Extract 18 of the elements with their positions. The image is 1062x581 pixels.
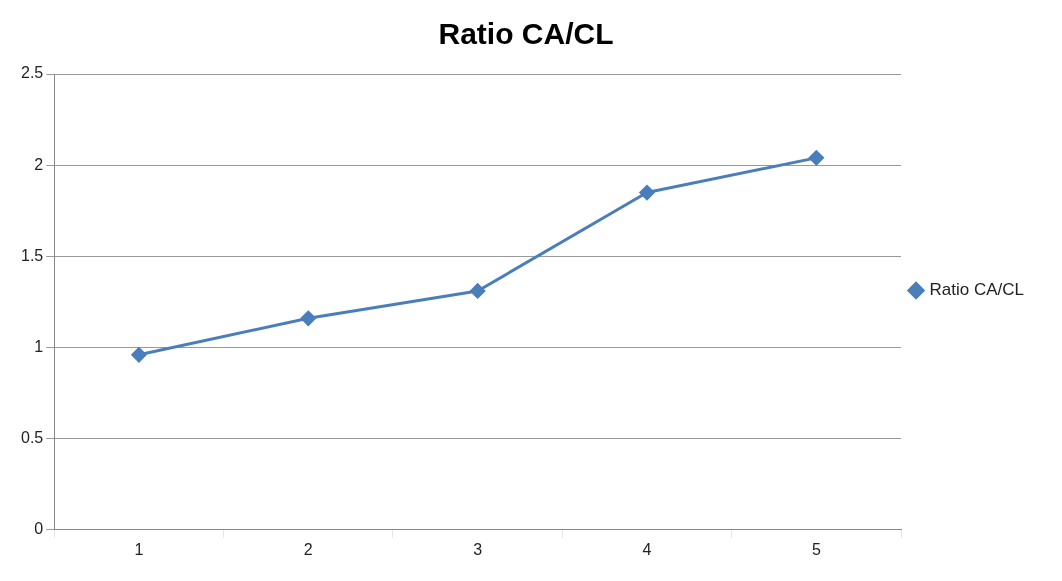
- y-tick-label: 1: [34, 337, 44, 355]
- y-tick-label: 0: [34, 520, 44, 538]
- x-tick-label: 5: [811, 540, 821, 558]
- point: [808, 150, 824, 166]
- chart-title: Ratio CA/CL: [438, 17, 614, 51]
- x-tick-label: 4: [642, 540, 652, 558]
- x-tick-label: 3: [473, 540, 483, 558]
- y-tick-label: 1.5: [20, 246, 44, 264]
- point: [470, 283, 486, 299]
- point: [300, 310, 316, 326]
- x-tick-label: 1: [134, 540, 144, 558]
- y-tick-label: 0.5: [20, 429, 44, 447]
- y-tick-label: 2.5: [20, 64, 44, 82]
- legend-label: Ratio CA/CL: [929, 280, 1024, 300]
- y-tick-label: 2: [34, 155, 44, 173]
- point: [639, 185, 655, 201]
- point: [131, 347, 147, 363]
- x-tick-label: 2: [303, 540, 313, 558]
